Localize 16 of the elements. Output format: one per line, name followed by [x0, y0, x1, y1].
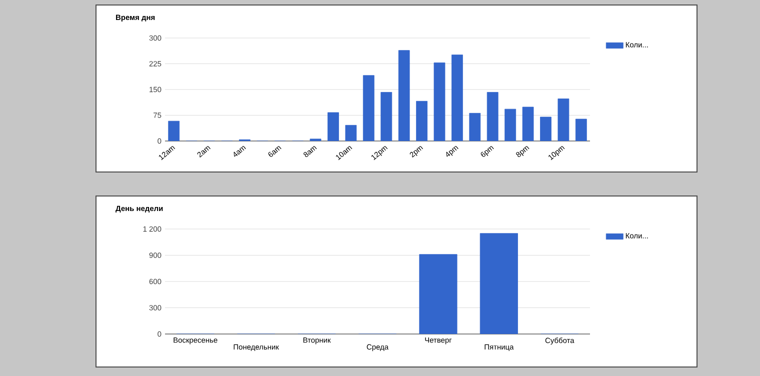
bar [416, 100, 428, 141]
bar [168, 120, 180, 141]
bar [558, 98, 570, 141]
bar [486, 92, 498, 141]
bar [452, 54, 463, 141]
bar [345, 125, 357, 141]
bar [434, 62, 446, 141]
bar [540, 116, 552, 141]
bar [504, 108, 516, 141]
bar [362, 75, 374, 141]
bar [398, 50, 410, 141]
bar [522, 106, 534, 141]
bar [575, 118, 587, 141]
bar [328, 112, 339, 141]
bar [380, 92, 392, 141]
bar [469, 112, 481, 141]
